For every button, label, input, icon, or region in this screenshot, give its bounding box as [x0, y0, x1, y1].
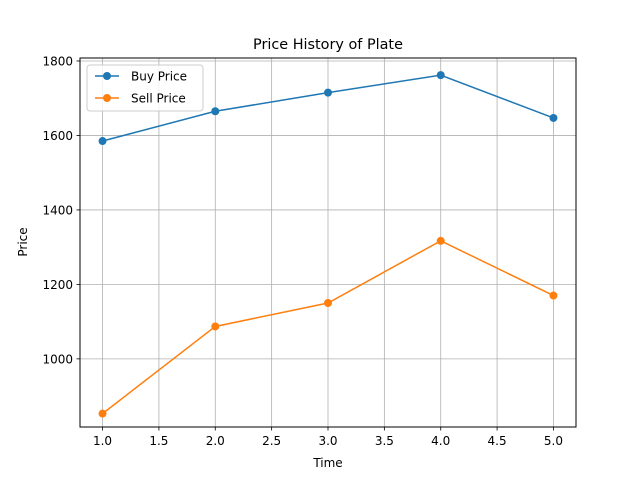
- x-tick-label: 2.0: [206, 434, 225, 448]
- series-sell-price: [98, 236, 558, 418]
- y-axis-ticks: 1000 1200 1400 1600 1800: [42, 54, 80, 366]
- legend-label: Sell Price: [131, 92, 186, 106]
- x-tick-label: 1.0: [93, 434, 112, 448]
- data-point: [98, 409, 107, 418]
- series-buy-price: [98, 71, 558, 146]
- x-tick-label: 1.5: [149, 434, 168, 448]
- x-tick-label: 5.0: [544, 434, 563, 448]
- legend-marker: [103, 72, 111, 80]
- data-point: [436, 236, 445, 245]
- data-point: [211, 322, 220, 331]
- legend-entry: Buy Price: [95, 70, 187, 84]
- y-tick-label: 1200: [42, 278, 73, 292]
- legend-entry: Sell Price: [95, 92, 186, 106]
- x-tick-label: 3.0: [318, 434, 337, 448]
- data-point: [324, 88, 332, 97]
- legend: Buy Price Sell Price: [86, 64, 204, 112]
- x-axis-ticks: 1.0 1.5 2.0 2.5 3.0 3.5 4.0 4.5 5.0: [93, 427, 563, 448]
- x-axis-label: Time: [312, 456, 342, 470]
- x-tick-label: 4.5: [488, 434, 507, 448]
- x-tick-label: 2.5: [262, 434, 281, 448]
- y-tick-label: 1400: [42, 203, 73, 217]
- y-tick-label: 1800: [42, 54, 73, 68]
- y-tick-label: 1600: [42, 129, 73, 143]
- data-point: [211, 107, 220, 116]
- data-point: [98, 137, 107, 146]
- x-tick-label: 3.5: [375, 434, 394, 448]
- legend-marker: [103, 94, 111, 102]
- y-axis-label: Price: [16, 227, 30, 256]
- data-point: [436, 71, 445, 80]
- series-layer: [98, 71, 558, 418]
- chart-title: Price History of Plate: [253, 37, 403, 53]
- legend-label: Buy Price: [131, 70, 187, 84]
- y-tick-label: 1000: [42, 352, 73, 366]
- data-point: [324, 299, 332, 308]
- x-tick-label: 4.0: [431, 434, 450, 448]
- data-point: [549, 291, 558, 300]
- data-point: [549, 113, 558, 122]
